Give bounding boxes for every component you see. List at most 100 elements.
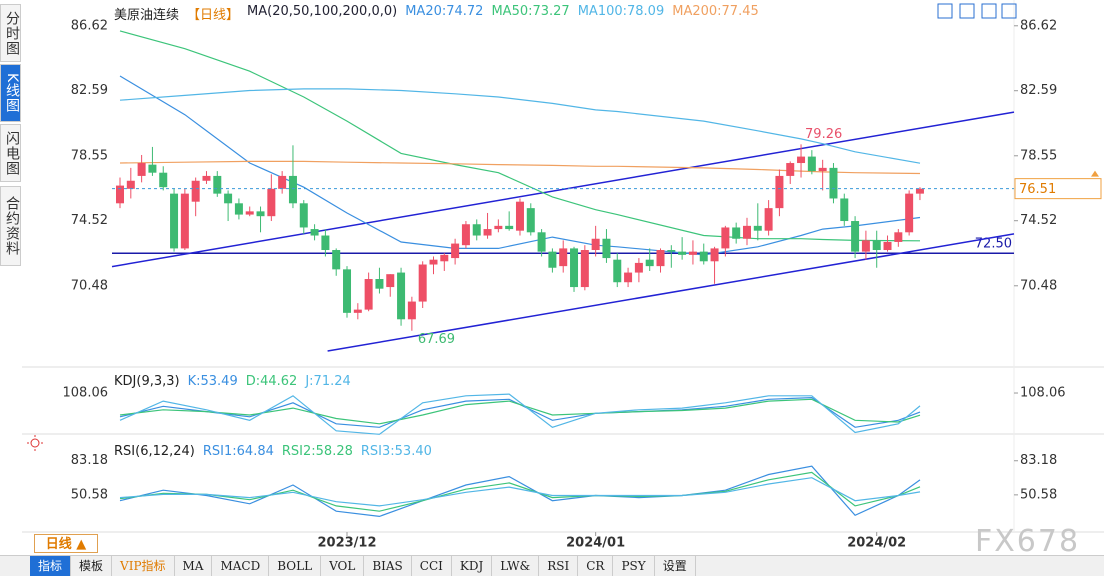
y-tick-label-right: 108.06 <box>1020 386 1066 401</box>
legend-entry: J:71.24 <box>305 374 351 389</box>
toolbar-tab[interactable]: VIP指标 <box>112 556 175 576</box>
toolbar-tab[interactable]: PSY <box>613 556 655 576</box>
indicator-title: KDJ(9,3,3) <box>114 374 180 389</box>
candle-body <box>505 225 514 230</box>
candle-body <box>245 211 254 215</box>
toolbar-tab[interactable]: CR <box>578 556 614 576</box>
legend-row: KDJ(9,3,3) K:53.49 D:44.62 J:71.24 <box>114 374 359 389</box>
indicator: MA(20,50,100,200,0,0) <box>247 4 398 19</box>
candle-body <box>807 156 816 172</box>
candle-body <box>148 164 157 173</box>
candle-body <box>375 279 384 289</box>
y-tick-label-right: 74.52 <box>1020 213 1057 228</box>
candle-body <box>570 248 579 288</box>
toolbar-tab[interactable]: RSI <box>539 556 579 576</box>
candle-body <box>429 259 438 265</box>
indicator-line <box>119 477 921 507</box>
settings-icon[interactable] <box>27 435 43 451</box>
toolbar-tab[interactable]: MA <box>175 556 213 576</box>
toolbar-tab[interactable]: CCI <box>412 556 452 576</box>
ma-line <box>119 88 921 164</box>
legend-entry: D:44.62 <box>245 374 298 389</box>
price-arrow <box>1091 170 1099 177</box>
candle-body <box>580 250 589 288</box>
toolbar: 指标 模板 VIP指标 MA MACD BOLL VOL BIAS CCI KDJ LW& RSI CR… <box>0 555 1104 576</box>
candle-body <box>861 240 870 252</box>
toolbar-tab[interactable]: BIAS <box>364 556 412 576</box>
toolbar-tab[interactable]: 设置 <box>655 556 696 576</box>
candle-body <box>624 272 633 283</box>
y-tick-label: 70.48 <box>71 278 108 293</box>
legend-entry: MA200:77.45 <box>672 4 759 19</box>
period-button[interactable]: 日线 ▲ <box>34 534 98 553</box>
candle-body <box>397 272 406 320</box>
toolbar-tab[interactable]: BOLL <box>269 556 322 576</box>
candle-body <box>170 193 179 249</box>
candle-body <box>526 208 535 233</box>
candle-body <box>613 259 622 283</box>
candle-body <box>310 229 319 236</box>
toolbar-tab[interactable]: MACD <box>212 556 270 576</box>
candle-body <box>159 172 168 188</box>
legend-entry: RSI1:64.84 <box>202 444 274 459</box>
candle-body <box>905 193 914 233</box>
toolbar-tab[interactable]: 指标 <box>30 556 72 576</box>
y-tick-label: 74.52 <box>71 213 108 228</box>
ma-line <box>119 160 921 175</box>
candle-body <box>818 167 827 172</box>
toolbar-icons[interactable] <box>937 3 1017 19</box>
candle-body <box>591 238 600 251</box>
candle-body <box>137 163 146 176</box>
legend-entry: RSI3:53.40 <box>360 444 432 459</box>
high-label: 79.26 <box>805 127 842 142</box>
candle-body <box>829 167 838 199</box>
candle-body <box>710 248 719 262</box>
candle-body <box>851 221 860 252</box>
low-label: 67.69 <box>418 332 455 347</box>
candle-body <box>721 227 730 249</box>
candle-body <box>353 309 362 313</box>
candle-body <box>634 262 643 273</box>
side-tab[interactable]: K线图 <box>0 64 21 122</box>
side-tab[interactable]: 分时图 <box>0 4 21 62</box>
candle-body <box>678 251 687 255</box>
candle-body <box>537 232 546 252</box>
y-tick-label-right: 83.18 <box>1020 453 1057 468</box>
candle-body <box>234 203 243 215</box>
candle-body <box>753 225 762 231</box>
candle-body <box>559 248 568 267</box>
candle-body <box>407 301 416 320</box>
y-tick-label: 83.18 <box>71 453 108 468</box>
legend-entry: RSI2:58.28 <box>281 444 353 459</box>
candle-body <box>213 175 222 194</box>
indicator-line <box>119 396 921 428</box>
candle-body <box>278 175 287 189</box>
candle-body <box>656 250 665 267</box>
candle-body <box>515 201 524 231</box>
side-tab[interactable]: 合约资料 <box>0 186 21 266</box>
candle-body <box>180 193 189 249</box>
y-tick-label: 82.59 <box>71 83 108 98</box>
period: 【日线】 <box>187 8 240 23</box>
candle-body <box>894 232 903 242</box>
toolbar-tab[interactable]: LW& <box>492 556 540 576</box>
trend-line <box>327 233 1015 352</box>
candle-body <box>364 279 373 310</box>
candle-body <box>732 227 741 239</box>
toolbar-tab[interactable]: KDJ <box>452 556 493 576</box>
watermark: FX678 <box>975 524 1081 559</box>
candle-body <box>202 175 211 181</box>
toolbar-tab[interactable]: 模板 <box>71 556 113 576</box>
legend-row: 美原油连续 【日线】 MA(20,50,100,200,0,0) MA20:74.72… <box>114 4 767 23</box>
candle-body <box>126 180 135 189</box>
candle-body <box>775 175 784 209</box>
y-tick-label: 78.55 <box>71 148 108 163</box>
toolbar-tab[interactable]: VOL <box>321 556 365 576</box>
candle-body <box>191 180 200 202</box>
support-label: 72.50 <box>975 237 1012 252</box>
side-tab[interactable]: 闪电图 <box>0 124 21 182</box>
legend-entry: MA100:78.09 <box>577 4 665 19</box>
candle-body <box>343 269 352 313</box>
y-tick-label-right: 50.58 <box>1020 487 1057 502</box>
